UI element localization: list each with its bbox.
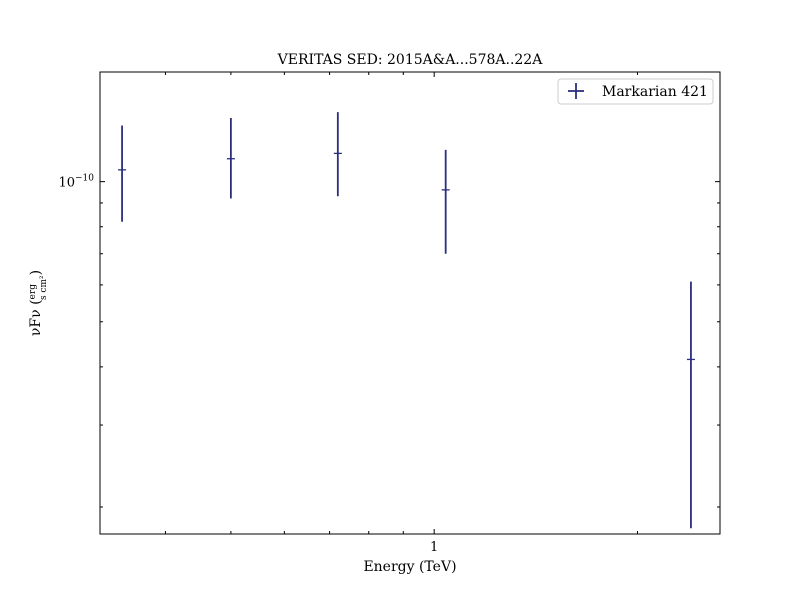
x-tick-label: 1 [430,540,438,555]
y-axis-label: νFν (ergs cm²) [28,270,49,336]
x-axis-label: Energy (TeV) [363,559,456,575]
legend-box [557,78,714,105]
y-tick-label: 10−10 [58,174,94,191]
svg-text:νFν (ergs cm²): νFν (ergs cm²) [28,270,49,336]
legend-label: Markarian 421 [602,84,708,100]
axis-ticks [100,72,720,534]
plot-frame [99,71,721,535]
chart-title: VERITAS SED: 2015A&A...578A..22A [277,52,544,68]
tick-labels: 1 10−10 [58,174,438,555]
legend: Markarian 421 [557,78,714,105]
data-points [118,112,695,529]
